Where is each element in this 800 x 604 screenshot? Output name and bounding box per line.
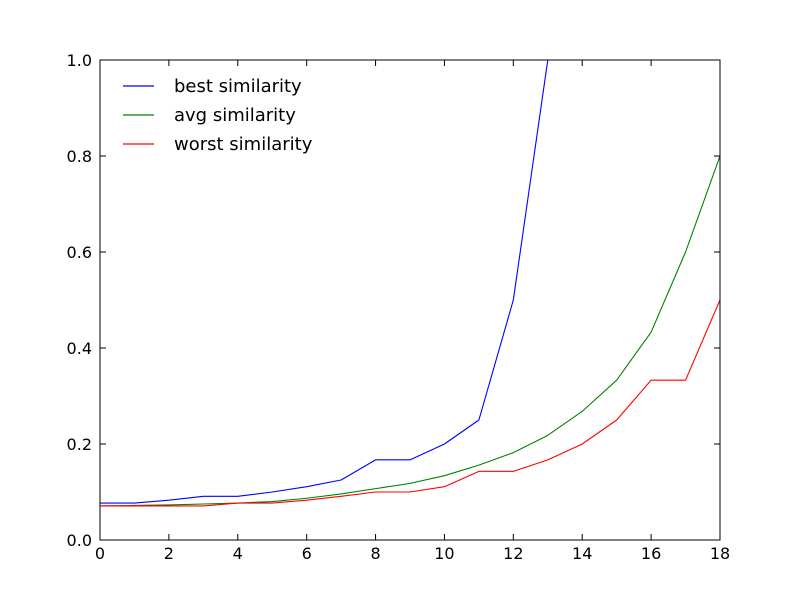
x-tick-label: 2 [164,544,174,563]
x-tick-label: 8 [370,544,380,563]
x-tick-label: 6 [302,544,312,563]
y-tick-label: 0.8 [67,147,92,166]
series-line-0 [100,60,549,504]
series-line-2 [100,299,720,507]
series-layer [100,60,720,507]
x-tick-label: 4 [233,544,243,563]
axis-ticks: 0 2 4 6 8 10 12 14 16 18 0.0 0.2 0.4 0.6 0.8 1.0 [67,51,731,563]
plot-frame [99,59,721,541]
plot-area [100,60,720,540]
legend-label: best similarity [174,76,302,97]
series-line-1 [100,155,720,507]
x-tick-label: 16 [641,544,661,563]
y-tick-label: 0.4 [67,339,92,358]
legend-label: avg similarity [174,105,296,126]
x-tick-label: 10 [434,544,454,563]
x-tick-label: 18 [710,544,730,563]
y-tick-label: 0.6 [67,243,92,262]
legend-label: worst similarity [174,134,313,155]
y-tick-label: 1.0 [67,51,92,70]
legend: best similarity avg similarity worst simil… [123,76,313,155]
x-tick-label: 14 [572,544,592,563]
x-tick-label: 0 [95,544,105,563]
y-tick-label: 0.2 [67,435,92,454]
x-tick-label: 12 [503,544,523,563]
y-tick-label: 0.0 [67,531,92,550]
